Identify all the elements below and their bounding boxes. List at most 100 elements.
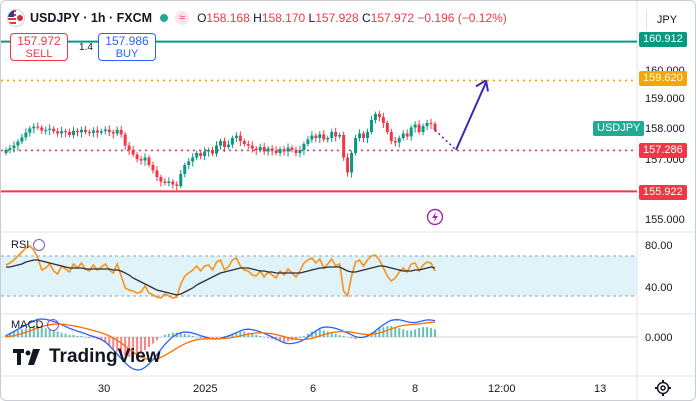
macd-label[interactable]: MACD <box>11 319 60 331</box>
candle-body <box>12 145 16 149</box>
candle-body <box>246 144 250 146</box>
macd-histogram-bar <box>239 331 242 337</box>
macd-histogram-bar <box>36 326 39 337</box>
candle-body <box>377 114 381 117</box>
candle-body <box>24 132 28 138</box>
macd-histogram-bar <box>171 332 174 337</box>
candle-body <box>254 148 258 150</box>
macd-histogram-bar <box>112 337 115 350</box>
candle-body <box>326 138 330 140</box>
candle-body <box>330 132 334 138</box>
macd-histogram-bar <box>259 335 262 337</box>
candle-body <box>139 159 143 161</box>
candle-body <box>68 132 72 135</box>
candle-body <box>250 145 254 149</box>
macd-histogram-bar <box>108 337 111 346</box>
candle-body <box>393 141 397 143</box>
macd-histogram-bar <box>219 337 222 338</box>
sell-button[interactable]: 157.972 SELL <box>10 33 68 61</box>
macd-histogram-bar <box>76 335 79 337</box>
candle-body <box>127 145 131 150</box>
ohlc-values: O158.168 H158.170 L157.928 C157.972 −0.1… <box>197 11 507 25</box>
candle-body <box>103 129 107 132</box>
currency-label[interactable]: JPY <box>646 10 687 30</box>
macd-histogram-bar <box>215 337 218 339</box>
macd-histogram-bar <box>322 330 325 337</box>
candle-body <box>215 145 219 154</box>
macd-histogram-bar <box>318 329 321 337</box>
macd-histogram-bar <box>247 332 250 337</box>
candle-body <box>354 138 358 153</box>
macd-histogram-bar <box>5 334 7 337</box>
candle-body <box>350 153 354 173</box>
candle-body <box>135 154 139 159</box>
candle-body <box>99 131 103 133</box>
macd-histogram-bar <box>426 327 429 337</box>
macd-histogram-bar <box>148 337 150 347</box>
buy-button[interactable]: 157.986 BUY <box>98 33 156 61</box>
candle-body <box>369 120 373 132</box>
data-status-icon[interactable]: ≈ <box>175 11 190 25</box>
candle-body <box>409 127 413 137</box>
support-price-tag: 157.286 <box>639 143 687 158</box>
candle-body <box>421 126 425 132</box>
candle-body <box>179 174 183 186</box>
candle-body <box>234 135 238 138</box>
macd-histogram-bar <box>338 334 341 337</box>
macd-histogram-bar <box>267 337 270 339</box>
macd-histogram-bar <box>80 335 83 337</box>
macd-histogram-bar <box>48 329 51 337</box>
macd-histogram-bar <box>434 329 436 337</box>
macd-histogram-bar <box>334 333 337 337</box>
macd-histogram-bar <box>191 335 194 337</box>
macd-histogram-bar <box>287 337 290 342</box>
indicator-loading-icon <box>47 319 60 331</box>
candle-body <box>187 161 191 165</box>
candle-body <box>40 127 44 131</box>
candle-body <box>32 126 36 129</box>
tradingview-logo[interactable]: TradingView <box>13 346 161 368</box>
macd-histogram-bar <box>243 331 246 337</box>
candle-body <box>76 130 79 133</box>
candle-body <box>342 135 346 158</box>
macd-histogram-bar <box>203 337 206 339</box>
candle-body <box>346 157 350 173</box>
candle-body <box>175 184 179 186</box>
candle-body <box>147 157 151 165</box>
settings-gear-icon[interactable] <box>654 379 672 397</box>
macd-histogram-bar <box>100 337 103 341</box>
macd-histogram-bar <box>294 337 297 340</box>
macd-histogram-bar <box>263 337 266 338</box>
candle-body <box>381 117 385 123</box>
candle-body <box>338 135 342 137</box>
candle-body <box>8 148 12 150</box>
macd-histogram-bar <box>167 333 170 337</box>
macd-histogram-bar <box>402 329 405 337</box>
macd-histogram-bar <box>430 328 433 337</box>
macd-histogram-bar <box>40 327 43 337</box>
macd-histogram-bar <box>187 334 190 337</box>
rsi-label[interactable]: RSI <box>11 239 46 251</box>
macd-histogram-bar <box>116 337 119 352</box>
resistance-price-tag: 160.912 <box>639 32 687 47</box>
candle-body <box>358 133 362 138</box>
macd-histogram-bar <box>279 337 282 342</box>
symbol-legend[interactable]: USDJPY · 1h · FXCM ≈ O158.168 H158.170 L… <box>7 9 507 27</box>
macd-histogram-bar <box>84 337 87 338</box>
tradingview-logo-icon <box>13 349 40 365</box>
macd-histogram-bar <box>56 331 59 337</box>
candle-body <box>60 131 64 134</box>
macd-histogram-bar <box>179 332 182 337</box>
candle-body <box>87 132 91 133</box>
candle-body <box>119 129 123 135</box>
candle-body <box>107 129 111 132</box>
candle-body <box>183 165 187 174</box>
macd-histogram-bar <box>52 330 55 337</box>
events-icon[interactable] <box>426 208 444 226</box>
candle-body <box>222 141 226 147</box>
macd-histogram-bar <box>64 333 67 337</box>
macd-histogram-bar <box>199 337 202 339</box>
projection-arrow-line <box>455 81 487 151</box>
